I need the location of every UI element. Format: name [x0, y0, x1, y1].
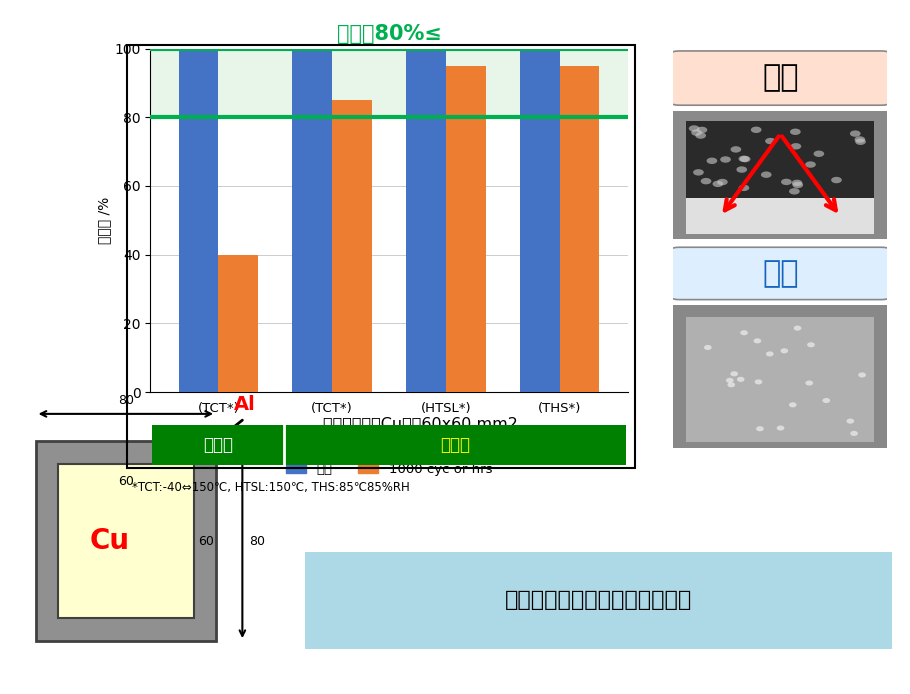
- Bar: [520, 49, 560, 392]
- Circle shape: [704, 345, 712, 350]
- Circle shape: [731, 146, 742, 153]
- Text: Al: Al: [234, 395, 256, 414]
- Circle shape: [791, 143, 802, 149]
- Circle shape: [831, 177, 842, 183]
- Circle shape: [858, 373, 866, 378]
- Text: 接合: 接合: [762, 259, 799, 288]
- Text: Cu: Cu: [89, 527, 129, 555]
- Circle shape: [792, 180, 803, 186]
- Circle shape: [793, 182, 804, 188]
- Circle shape: [695, 133, 706, 139]
- Bar: [406, 49, 446, 392]
- Circle shape: [739, 155, 749, 162]
- Circle shape: [689, 126, 700, 132]
- Circle shape: [765, 138, 776, 144]
- Circle shape: [814, 151, 824, 157]
- Bar: [150, 49, 628, 117]
- Text: 標準材: 標準材: [204, 436, 233, 454]
- Bar: [218, 255, 258, 392]
- Circle shape: [846, 418, 854, 423]
- Circle shape: [766, 351, 774, 357]
- Circle shape: [754, 380, 763, 384]
- Legend: 初期, 1000 cyc or hrs: 初期, 1000 cyc or hrs: [280, 458, 498, 482]
- Text: Al板　：80x80 mm2: Al板 ：80x80 mm2: [391, 448, 532, 463]
- Circle shape: [781, 179, 792, 185]
- Text: 各種信頼性評価で高い剥離耐性: 各種信頼性評価で高い剥離耐性: [505, 591, 692, 610]
- Bar: [178, 49, 218, 392]
- Bar: [686, 316, 875, 442]
- Bar: [446, 66, 486, 392]
- FancyBboxPatch shape: [672, 247, 889, 300]
- FancyBboxPatch shape: [672, 51, 889, 105]
- Text: 80: 80: [117, 394, 134, 407]
- Circle shape: [790, 128, 801, 135]
- Circle shape: [737, 377, 744, 382]
- Bar: [57, 464, 194, 618]
- Bar: [292, 49, 332, 392]
- Circle shape: [726, 378, 733, 383]
- Circle shape: [850, 431, 858, 436]
- Y-axis label: 接合率 /%: 接合率 /%: [97, 196, 111, 244]
- Bar: [686, 121, 875, 235]
- Circle shape: [736, 167, 747, 173]
- Circle shape: [693, 169, 703, 176]
- Circle shape: [794, 325, 802, 330]
- Text: 60: 60: [118, 475, 134, 488]
- Circle shape: [855, 139, 866, 145]
- Text: *TCT:-40⇔150℃, HTSL:150℃, THS:85℃85%RH: *TCT:-40⇔150℃, HTSL:150℃, THS:85℃85%RH: [132, 482, 410, 494]
- Bar: [560, 66, 600, 392]
- Circle shape: [731, 371, 738, 376]
- Circle shape: [789, 403, 796, 407]
- Title: 接合率80%≤: 接合率80%≤: [337, 24, 441, 44]
- Circle shape: [739, 185, 749, 191]
- Circle shape: [751, 126, 762, 133]
- Circle shape: [717, 179, 728, 185]
- Circle shape: [823, 398, 830, 403]
- Circle shape: [789, 188, 800, 194]
- Circle shape: [740, 156, 751, 162]
- Circle shape: [692, 129, 702, 136]
- Circle shape: [696, 127, 707, 133]
- Circle shape: [805, 380, 814, 386]
- Circle shape: [701, 178, 712, 185]
- Circle shape: [706, 158, 717, 164]
- Bar: [332, 100, 372, 392]
- Circle shape: [720, 156, 731, 162]
- Bar: [686, 198, 875, 235]
- Circle shape: [854, 136, 865, 143]
- Circle shape: [805, 161, 816, 168]
- Circle shape: [776, 425, 784, 430]
- Circle shape: [756, 426, 763, 431]
- Bar: [35, 441, 216, 641]
- Circle shape: [727, 382, 735, 387]
- Circle shape: [781, 348, 788, 353]
- Text: 剥離: 剥離: [762, 64, 799, 92]
- Circle shape: [713, 180, 723, 187]
- Text: 開発材: 開発材: [440, 436, 470, 454]
- Text: 《接合部材》Cu板：60x60 mm2: 《接合部材》Cu板：60x60 mm2: [323, 416, 518, 432]
- Circle shape: [807, 342, 814, 347]
- Circle shape: [753, 338, 762, 344]
- Circle shape: [761, 171, 772, 178]
- Text: 80: 80: [249, 534, 265, 548]
- Text: 60: 60: [198, 534, 214, 548]
- Circle shape: [740, 330, 748, 335]
- Circle shape: [850, 130, 861, 137]
